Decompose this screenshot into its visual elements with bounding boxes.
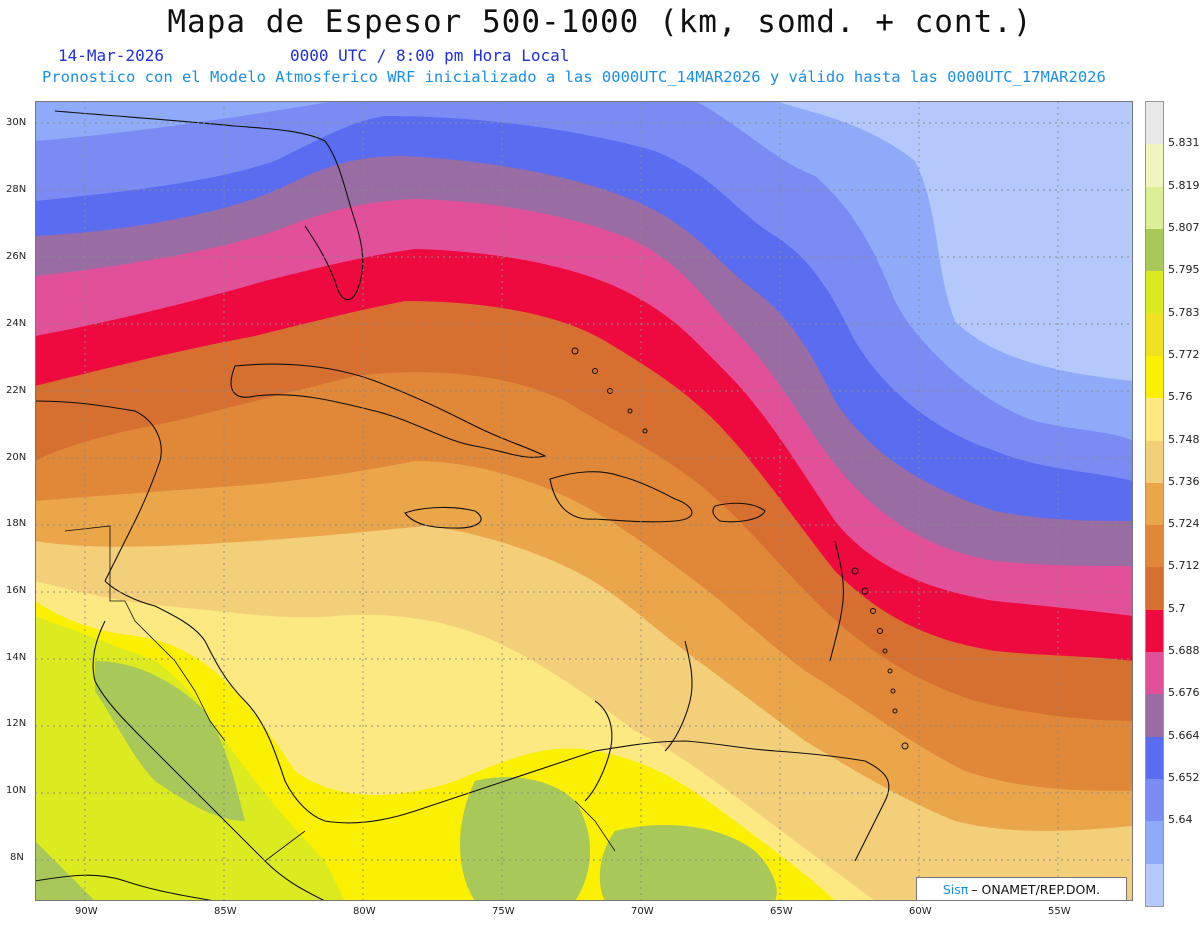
colorbar-label: 5.64 [1168,813,1193,827]
colorbar-label: 5.831 [1168,136,1200,150]
lat-label-20n: 20N [6,452,27,463]
lat-label-22n: 22N [6,385,27,396]
colorbar-label: 5.676 [1168,686,1200,700]
colorbar-label: 5.748 [1168,432,1200,446]
colorbar-label: 5.712 [1168,559,1200,573]
borders [64,525,616,862]
lat-label-8n: 8N [10,852,24,863]
gridlines [35,101,1133,901]
colorbar-segment [1146,779,1163,822]
colorbar-segment [1146,228,1163,272]
credit-org: – ONAMET/REP.DOM. [971,881,1101,897]
lat-label-24n: 24N [6,318,27,329]
colorbar-segment [1146,482,1163,526]
colorbar-label: 5.772 [1168,347,1200,361]
colorbar-segment [1146,271,1163,315]
lon-label-90w: 90W [75,906,98,917]
lat-label-14n: 14N [6,652,27,663]
colorbar-label: 5.76 [1168,390,1193,404]
colorbar-label: 5.7 [1168,601,1186,615]
colorbar-segment [1146,609,1163,653]
lat-label-12n: 12N [6,718,27,729]
forecast-subtitle: Pronostico con el Modelo Atmosferico WRF… [42,68,1106,86]
band-5.807d [35,841,95,901]
lon-label-65w: 65W [770,906,793,917]
colorbar-label: 5.652 [1168,771,1200,785]
map-title: Mapa de Espesor 500-1000 (km, somd. + co… [167,4,1033,40]
credit-sis: Sisπ [942,881,969,897]
colorbar-label: 5.807 [1168,220,1200,234]
colorbar-segment [1146,525,1163,568]
colorbar-segment [1146,102,1163,145]
forecast-date: 14-Mar-2026 [58,46,164,65]
band-5.807b [460,777,590,901]
lon-label-60w: 60W [909,906,932,917]
lat-label-26n: 26N [6,251,27,262]
colorbar-label: 5.736 [1168,474,1200,488]
colorbar-segment [1146,398,1163,442]
colorbar-segment [1146,821,1163,865]
lat-label-16n: 16N [6,585,27,596]
colorbar-label: 5.688 [1168,644,1200,658]
lat-label-28n: 28N [6,184,27,195]
colorbar-segment [1146,355,1163,399]
colorbar [1145,101,1164,907]
map-svg [35,101,1133,901]
colorbar-segment [1146,863,1163,907]
colorbar-segment [1146,652,1163,695]
islands [571,347,909,750]
band-5.807 [95,661,245,821]
lon-label-80w: 80W [353,906,376,917]
lat-label-18n: 18N [6,518,27,529]
lon-label-75w: 75W [492,906,515,917]
lat-label-10n: 10N [6,785,27,796]
colorbar-segment [1146,694,1163,738]
map-border [35,101,1133,901]
credit-box: Sisπ – ONAMET/REP.DOM. [916,877,1127,901]
band-5.807c [599,825,777,901]
lon-label-55w: 55W [1048,906,1071,917]
colorbar-segment [1146,144,1163,188]
colorbar-label: 5.664 [1168,728,1200,742]
colorbar-label: 5.819 [1168,178,1200,192]
colorbar-segment [1146,313,1163,357]
lon-label-85w: 85W [214,906,237,917]
colorbar-segment [1146,736,1163,780]
thickness-map [35,101,1133,901]
colorbar-segment [1146,186,1163,230]
colorbar-label: 5.795 [1168,263,1200,277]
lat-label-30n: 30N [6,117,27,128]
forecast-time: 0000 UTC / 8:00 pm Hora Local [290,46,570,65]
colorbar-segment [1146,440,1163,484]
colorbar-label: 5.783 [1168,305,1200,319]
colorbar-label: 5.724 [1168,517,1200,531]
colorbar-segment [1146,567,1163,611]
lon-label-70w: 70W [631,906,654,917]
